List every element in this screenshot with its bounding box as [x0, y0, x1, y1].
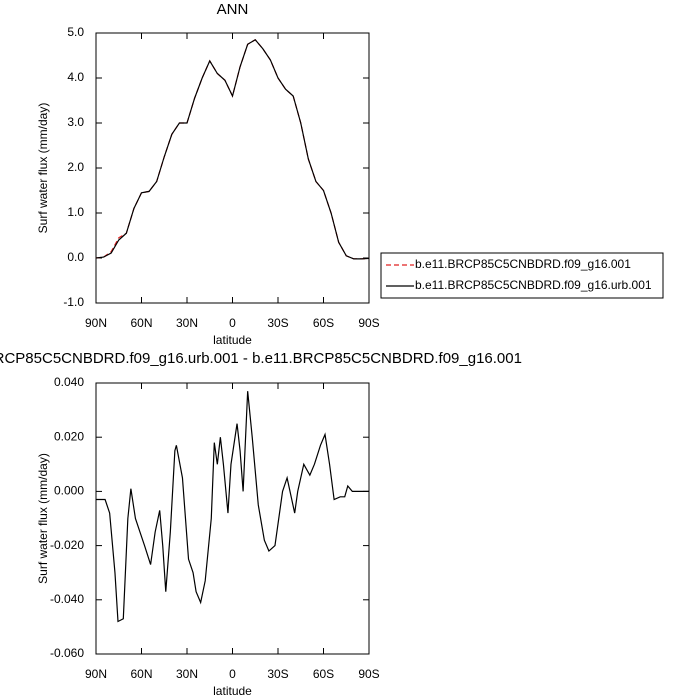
x-tick-label: 90N: [85, 667, 107, 681]
plot-frame: [95, 382, 370, 655]
y-tick-label: 0.040: [54, 375, 84, 389]
y-tick-label: 4.0: [67, 70, 84, 84]
data-line: [95, 38, 370, 260]
y-tick-label: 2.0: [67, 160, 84, 174]
x-tick-label: 30N: [176, 667, 198, 681]
x-tick-label: 60N: [130, 316, 152, 330]
chart-title: ANN: [217, 1, 249, 18]
y-tick-label: 3.0: [67, 115, 84, 129]
y-tick-label: -0.020: [50, 538, 84, 552]
data-line: [96, 391, 369, 623]
legend-label: b.e11.BRCP85C5CNBDRD.f09_g16.urb.001: [415, 278, 652, 292]
x-tick-label: 0: [229, 316, 236, 330]
chart-title: b.e11.BRCP85C5CNBDRD.f09_g16.urb.001 - b…: [0, 350, 522, 367]
x-tick-label: 60S: [313, 667, 334, 681]
y-tick-label: 5.0: [67, 25, 84, 39]
y-tick-label: -0.060: [50, 646, 84, 660]
y-tick-label: 1.0: [67, 205, 84, 219]
plot-frame: [95, 32, 370, 304]
x-tick-label: 30N: [176, 316, 198, 330]
x-axis-label: latitude: [213, 684, 252, 698]
data-line: [95, 38, 370, 260]
x-tick-label: 30S: [267, 316, 288, 330]
y-axis-label: Surf water flux (mm/day): [36, 453, 50, 584]
x-tick-label: 30S: [267, 667, 288, 681]
x-tick-label: 90S: [358, 316, 379, 330]
x-tick-label: 90S: [358, 667, 379, 681]
x-tick-label: 90N: [85, 316, 107, 330]
y-tick-label: 0.0: [67, 250, 84, 264]
x-axis-label: latitude: [213, 333, 252, 347]
y-tick-label: -1.0: [63, 295, 84, 309]
y-tick-label: 0.000: [54, 484, 84, 498]
y-tick-label: -0.040: [50, 592, 84, 606]
legend-label: b.e11.BRCP85C5CNBDRD.f09_g16.001: [415, 257, 631, 271]
legend-box: [380, 252, 664, 299]
x-tick-label: 60N: [130, 667, 152, 681]
x-tick-label: 60S: [313, 316, 334, 330]
y-axis-label: Surf water flux (mm/day): [36, 103, 50, 234]
y-tick-label: 0.020: [54, 429, 84, 443]
x-tick-label: 0: [229, 667, 236, 681]
